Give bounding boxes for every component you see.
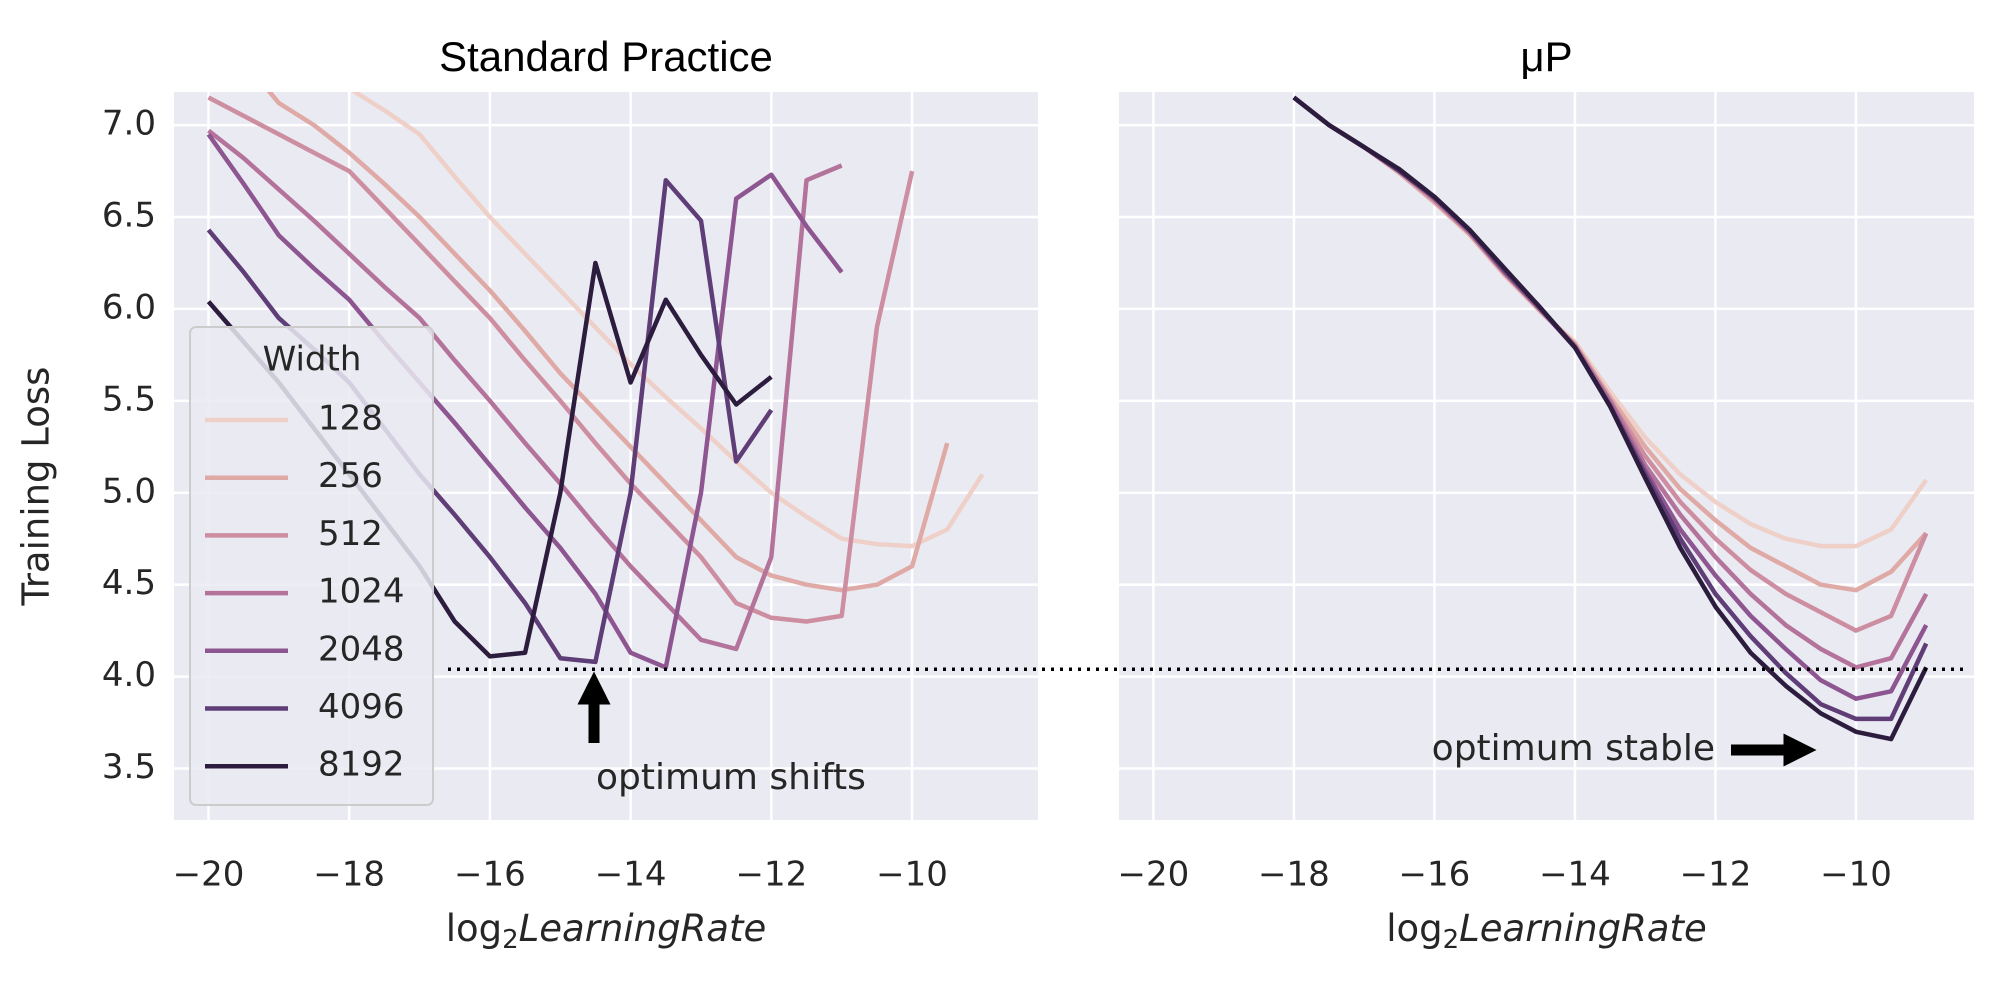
x-tick-label: −14 xyxy=(595,855,667,895)
legend-title: Width xyxy=(263,340,362,380)
chart-title: Standard Practice xyxy=(439,33,773,80)
plot-area xyxy=(1292,95,1929,742)
y-tick-label: 4.5 xyxy=(102,563,156,603)
x-label-subscript: 2 xyxy=(1443,925,1460,955)
y-axis-label: Training Loss xyxy=(15,367,58,607)
legend-label: 256 xyxy=(318,456,383,496)
legend-label: 1024 xyxy=(318,572,405,612)
plot-background xyxy=(1119,92,1974,820)
y-tick-label: 4.0 xyxy=(102,655,156,695)
x-tick-label: −14 xyxy=(1539,855,1611,895)
legend-label: 8192 xyxy=(318,745,405,785)
x-tick-label: −10 xyxy=(1820,855,1892,895)
x-label-base: log xyxy=(1386,907,1442,950)
x-label-italic: LearningRate xyxy=(1459,907,1707,950)
y-tick-label: 3.5 xyxy=(102,747,156,787)
legend-label: 512 xyxy=(318,514,383,554)
y-tick-label: 7.0 xyxy=(102,104,156,144)
annotation: optimum shifts xyxy=(596,757,866,798)
y-tick-label: 5.0 xyxy=(102,471,156,511)
x-label-italic: LearningRate xyxy=(519,907,767,950)
x-tick-label: −18 xyxy=(313,855,385,895)
series-line xyxy=(350,92,985,549)
legend-box xyxy=(189,326,434,806)
x-tick-label: −16 xyxy=(454,855,526,895)
annotation: optimum stable xyxy=(1432,728,1715,769)
x-tick-label: −12 xyxy=(1680,855,1752,895)
x-axis-label: log2LearningRate xyxy=(1386,907,1707,955)
legend-label: 4096 xyxy=(318,687,405,727)
x-tick-label: −10 xyxy=(876,855,948,895)
series-line xyxy=(1292,95,1929,742)
x-tick-label: −16 xyxy=(1399,855,1471,895)
series-line xyxy=(207,128,843,652)
y-tick-label: 6.5 xyxy=(102,196,156,236)
series-line xyxy=(206,132,844,670)
y-tick-label: 5.5 xyxy=(102,379,156,419)
x-tick-label: −18 xyxy=(1258,855,1330,895)
legend-label: 2048 xyxy=(318,629,405,669)
x-axis-label: log2LearningRate xyxy=(446,907,767,955)
x-tick-label: −20 xyxy=(173,855,245,895)
x-label-base: log xyxy=(446,907,502,950)
chart-title: μP xyxy=(1520,33,1572,80)
series-line xyxy=(207,95,915,624)
legend-label: 128 xyxy=(318,399,383,439)
x-tick-label: −12 xyxy=(735,855,807,895)
y-tick-label: 6.0 xyxy=(102,287,156,327)
x-tick-label: −20 xyxy=(1118,855,1190,895)
x-label-subscript: 2 xyxy=(502,925,519,955)
